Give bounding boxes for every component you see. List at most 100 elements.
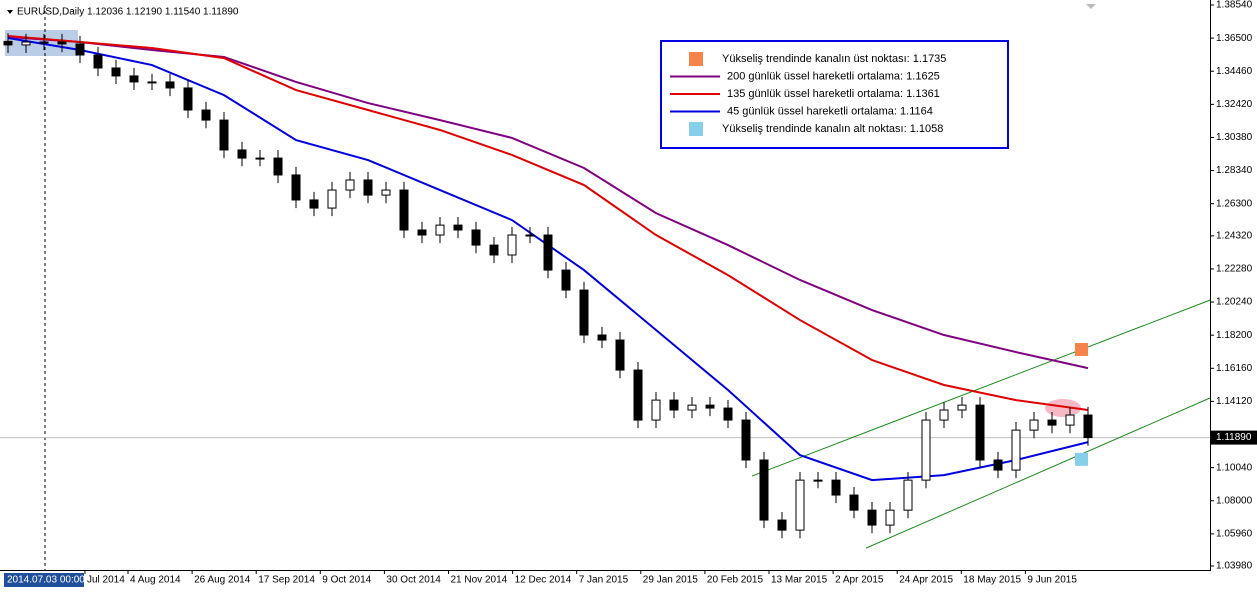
plot — [0, 33, 1211, 549]
candle-body — [939, 409, 949, 421]
candle-body — [1029, 419, 1039, 431]
channel-line — [751, 299, 1211, 477]
channel-line — [865, 397, 1211, 549]
y-tick-label: 1.36500 — [1216, 33, 1253, 44]
x-tick-label: 20 Feb 2015 — [707, 575, 764, 586]
candle-body — [1065, 414, 1075, 426]
x-tick-label: 4 Aug 2014 — [130, 575, 181, 586]
candle-body — [345, 179, 355, 191]
legend-label: 200 günlük üssel hareketli ortalama: 1.1… — [727, 70, 940, 82]
candle-body — [489, 244, 499, 256]
x-tick-label: 13 Mar 2015 — [771, 575, 828, 586]
y-tick-label: 1.30380 — [1216, 132, 1253, 143]
candle-body — [21, 41, 31, 46]
candle-body — [867, 509, 877, 526]
x-tick-label: 24 Apr 2015 — [899, 575, 953, 586]
candle-body — [381, 189, 391, 196]
candle-body — [831, 479, 841, 496]
candle-body — [111, 67, 121, 77]
candle-body — [129, 75, 139, 83]
legend-swatch — [689, 52, 703, 66]
y-tick-label: 1.10040 — [1216, 462, 1253, 473]
candle-body — [309, 199, 319, 209]
candle-body — [201, 109, 211, 121]
candle-body — [435, 224, 445, 236]
candle-body — [597, 334, 607, 341]
legend: Yükseliş trendinde kanalın üst noktası: … — [670, 52, 946, 136]
candle-body — [39, 41, 49, 44]
x-tick-label: 2 Apr 2015 — [835, 575, 884, 586]
candle-body — [237, 149, 247, 159]
candle-body — [795, 479, 805, 531]
current-price-box — [1211, 430, 1257, 445]
x-tick-label: 26 Aug 2014 — [194, 575, 251, 586]
x-tick-label: Jul 2014 — [87, 575, 125, 586]
candle-body — [525, 234, 535, 237]
x-tick-label: 9 Oct 2014 — [322, 575, 371, 586]
chart-title: EURUSD,Daily 1.12036 1.12190 1.11540 1.1… — [17, 7, 239, 18]
cursor-label-box — [4, 573, 84, 587]
y-tick-label: 1.28340 — [1216, 165, 1253, 176]
candle-body — [687, 404, 697, 411]
candle-body — [165, 81, 175, 89]
x-tick-label: 9 Jun 2015 — [1027, 575, 1077, 586]
candle-body — [669, 399, 679, 411]
candle-body — [399, 189, 409, 231]
candle-body — [183, 87, 193, 111]
candle-body — [453, 224, 463, 231]
candle-body — [633, 369, 643, 421]
legend-label: 135 günlük üssel hareketli ortalama: 1.1… — [727, 88, 940, 100]
legend-label: 45 günlük üssel hareketli ortalama: 1.11… — [727, 105, 933, 117]
candle-body — [885, 509, 895, 526]
y-tick-label: 1.16160 — [1216, 363, 1253, 374]
candle-body — [147, 81, 157, 84]
candle-body — [723, 407, 733, 421]
candle-body — [903, 479, 913, 511]
candle-body — [1047, 419, 1057, 426]
candle-body — [417, 229, 427, 236]
x-tick-label: 12 Dec 2014 — [515, 575, 572, 586]
candle-body — [93, 54, 103, 69]
y-tick-label: 1.05960 — [1216, 529, 1253, 540]
candle-body — [579, 289, 589, 336]
x-tick-label: 7 Jan 2015 — [579, 575, 629, 586]
candle-body — [615, 339, 625, 371]
y-tick-label: 1.38540 — [1216, 0, 1253, 11]
candle-body — [507, 234, 517, 256]
candle-body — [291, 174, 301, 201]
price-axis-border — [1210, 0, 1211, 570]
candle-body — [849, 494, 859, 511]
candle-body — [759, 459, 769, 521]
cursor-label: 2014.07.03 00:00 — [7, 575, 85, 586]
candle-body — [1011, 429, 1021, 471]
candle-body — [219, 119, 229, 151]
candle-body — [651, 399, 661, 421]
x-tick-label: 21 Nov 2014 — [451, 575, 508, 586]
x-tick-label: 17 Sep 2014 — [258, 575, 315, 586]
candle-body — [705, 404, 715, 409]
moving-average-line — [7, 35, 1089, 411]
candle-body — [471, 229, 481, 246]
candle-body — [75, 43, 85, 56]
x-tick-label: 29 Jan 2015 — [643, 575, 698, 586]
candle-body — [975, 404, 985, 461]
candle-body — [1083, 414, 1093, 439]
y-tick-label: 1.08000 — [1216, 495, 1253, 506]
legend-label: Yükseliş trendinde kanalın alt noktası: … — [722, 123, 943, 135]
candle-body — [993, 459, 1003, 471]
candle-body — [327, 189, 337, 209]
legend-swatch — [689, 122, 703, 136]
shift-marker — [1086, 4, 1096, 9]
candle-body — [255, 157, 265, 160]
time-axis-border — [0, 570, 1211, 571]
candle-body — [543, 234, 553, 271]
x-tick-label: 30 Oct 2014 — [386, 575, 441, 586]
highlight-ellipse — [1045, 399, 1081, 417]
candle-body — [777, 519, 787, 531]
y-tick-label: 1.26300 — [1216, 198, 1253, 209]
legend-label: Yükseliş trendinde kanalın üst noktası: … — [722, 53, 946, 65]
candle-body — [3, 40, 13, 46]
channel-marker — [1075, 342, 1088, 356]
y-tick-label: 1.14120 — [1216, 396, 1253, 407]
